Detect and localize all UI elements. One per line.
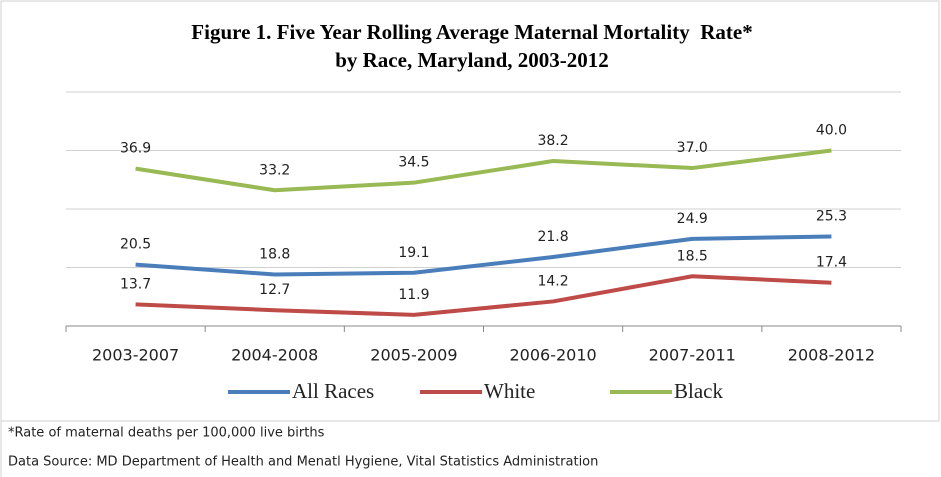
series-line <box>135 148 832 193</box>
data-label: 20.5 <box>120 237 151 253</box>
footnote: Data Source: MD Department of Health and… <box>8 455 598 470</box>
data-label: 14.2 <box>537 273 568 289</box>
data-label: 17.4 <box>816 255 847 271</box>
data-label: 34.5 <box>398 155 429 171</box>
x-tick-label: 2006-2010 <box>509 346 596 365</box>
data-label: 13.7 <box>120 276 151 292</box>
data-label: 18.8 <box>259 247 290 263</box>
chart-frame <box>0 0 940 422</box>
data-label: 40.0 <box>816 123 847 139</box>
data-label: 11.9 <box>398 287 429 303</box>
data-label: 12.7 <box>259 282 290 298</box>
data-label: 19.1 <box>398 245 429 261</box>
x-tick-label: 2003-2007 <box>92 346 179 365</box>
data-label: 33.2 <box>259 162 290 178</box>
chart-title: by Race, Maryland, 2003-2012 <box>335 48 609 72</box>
data-label: 21.8 <box>537 229 568 245</box>
data-label: 38.2 <box>537 133 568 149</box>
data-label: 18.5 <box>677 248 708 264</box>
x-tick-label: 2005-2009 <box>370 346 457 365</box>
x-tick-label: 2008-2012 <box>788 346 875 365</box>
footnote: *Rate of maternal deaths per 100,000 liv… <box>8 426 325 441</box>
data-label: 25.3 <box>816 208 847 224</box>
data-label: 36.9 <box>120 141 151 157</box>
legend-label: All Races <box>292 379 374 403</box>
chart-title: Figure 1. Five Year Rolling Average Mate… <box>191 20 752 44</box>
data-label: 37.0 <box>677 140 708 156</box>
series-line <box>135 274 832 317</box>
x-tick-label: 2004-2008 <box>231 346 318 365</box>
x-tick-label: 2007-2011 <box>649 346 736 365</box>
series-line <box>135 234 832 277</box>
legend-label: White <box>484 379 535 403</box>
legend-label: Black <box>674 379 723 403</box>
data-label: 24.9 <box>677 211 708 227</box>
